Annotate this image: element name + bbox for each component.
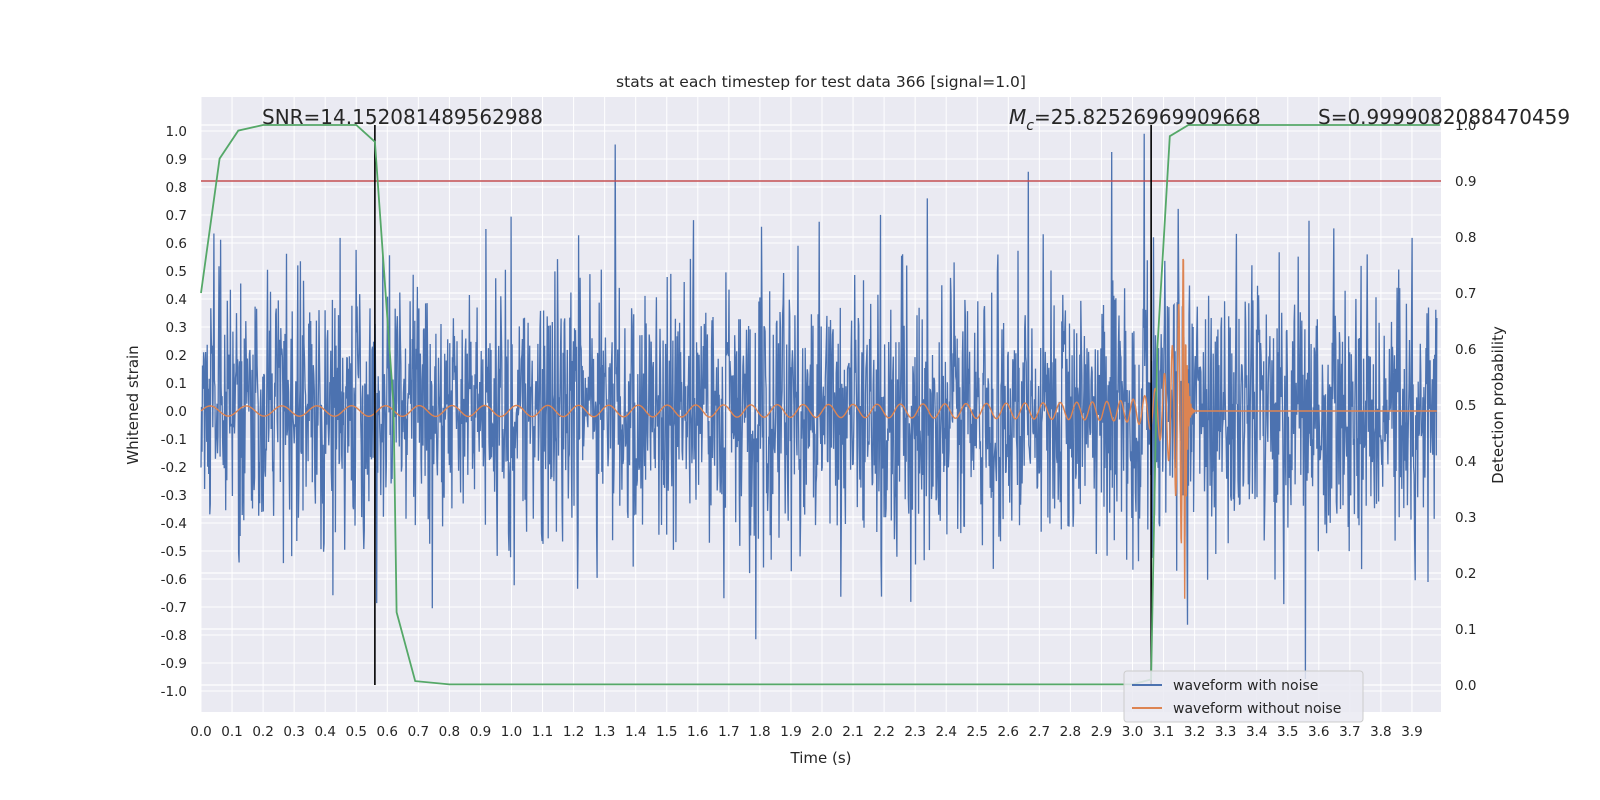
y2-tick-label: 0.1 (1455, 622, 1476, 638)
y2-tick-label: 0.9 (1455, 174, 1476, 190)
legend-box (1123, 670, 1364, 723)
legend: waveform with noise waveform without noi… (1123, 670, 1364, 723)
y-tick-label: 0.4 (166, 292, 187, 308)
y-tick-label: -0.4 (161, 516, 187, 532)
mc-symbol: M (1009, 105, 1026, 129)
plot-area (200, 124, 1441, 686)
y-tick-label: 0.2 (166, 348, 187, 364)
x-tick-label: 0.0 (190, 724, 211, 740)
x-tick-label: 2.2 (873, 724, 894, 740)
x-tick-label: 0.6 (377, 724, 398, 740)
x-tick-label: 3.6 (1308, 724, 1329, 740)
x-tick-label: 1.0 (501, 724, 522, 740)
x-tick-label: 1.5 (656, 724, 677, 740)
x-tick-label: 2.5 (967, 724, 988, 740)
x-tick-label: 0.5 (346, 724, 367, 740)
x-tick-label: 3.8 (1370, 724, 1391, 740)
y-tick-label: 0.7 (166, 208, 187, 224)
y2-axis-label: Detection probability (1489, 326, 1507, 484)
x-tick-label: 1.6 (687, 724, 708, 740)
y-axis-label: Whitened strain (124, 345, 142, 464)
x-axis-label: Time (s) (790, 749, 852, 767)
y-tick-label: 0.9 (166, 152, 187, 168)
x-tick-label: 3.0 (1122, 724, 1143, 740)
x-tick-label: 0.4 (314, 724, 335, 740)
y-tick-label: 0.6 (166, 236, 187, 252)
y-axis-ticks: 1.0 0.9 0.8 0.7 0.6 0.5 0.4 0.3 0.2 0.1 0.0 -0.1 -0.… (161, 124, 187, 700)
mc-annotation: Mc=25.82526969909668 (1009, 105, 1261, 134)
y-tick-label: -0.8 (161, 628, 187, 644)
y-tick-label: 0.0 (166, 404, 187, 420)
x-tick-label: 0.8 (439, 724, 460, 740)
x-tick-label: 0.7 (408, 724, 429, 740)
y2-tick-label: 0.7 (1455, 286, 1476, 302)
y-tick-label: 1.0 (166, 124, 187, 140)
x-tick-label: 3.2 (1184, 724, 1205, 740)
x-tick-label: 1.3 (594, 724, 615, 740)
y2-tick-label: 0.0 (1455, 678, 1476, 694)
x-tick-label: 0.9 (470, 724, 491, 740)
s-annotation: S=0.9999082088470459 (1318, 105, 1570, 129)
legend-label-noise: waveform with noise (1173, 678, 1318, 694)
y2-tick-label: 0.3 (1455, 510, 1476, 526)
x-tick-label: 1.1 (532, 724, 553, 740)
y-tick-label: -0.2 (161, 460, 187, 476)
mc-subscript: c (1026, 118, 1034, 134)
x-tick-label: 1.7 (718, 724, 739, 740)
y2-tick-label: 0.6 (1455, 342, 1476, 358)
x-tick-label: 1.8 (749, 724, 770, 740)
y-tick-label: -1.0 (161, 684, 187, 700)
x-tick-label: 2.1 (842, 724, 863, 740)
y-tick-label: -0.9 (161, 656, 187, 672)
series-waveform-without-noise (200, 258, 1437, 599)
x-tick-label: 2.0 (811, 724, 832, 740)
y2-tick-label: 0.4 (1455, 454, 1476, 470)
x-tick-label: 1.9 (780, 724, 801, 740)
y-tick-label: 0.5 (166, 264, 187, 280)
y-tick-label: -0.5 (161, 544, 187, 560)
x-tick-label: 2.9 (1091, 724, 1112, 740)
x-tick-label: 2.3 (904, 724, 925, 740)
x-tick-label: 2.6 (998, 724, 1019, 740)
y2-tick-label: 0.2 (1455, 566, 1476, 582)
x-tick-label: 2.7 (1029, 724, 1050, 740)
x-tick-label: 3.1 (1153, 724, 1174, 740)
chart-title: stats at each timestep for test data 366… (616, 73, 1026, 91)
x-tick-label: 3.4 (1246, 724, 1267, 740)
x-tick-label: 3.7 (1339, 724, 1360, 740)
snr-annotation: SNR=14.152081489562988 (262, 105, 543, 129)
y-tick-label: -0.1 (161, 432, 187, 448)
series-waveform-with-noise (200, 133, 1438, 680)
y2-tick-label: 1.0 (1455, 118, 1476, 134)
series-detection-probability (200, 124, 1440, 686)
y-tick-label: 0.3 (166, 320, 187, 336)
y2-tick-label: 0.5 (1455, 398, 1476, 414)
x-tick-label: 3.5 (1277, 724, 1298, 740)
y-tick-label: -0.7 (161, 600, 187, 616)
x-axis-ticks: 0.0 0.1 0.2 0.3 0.4 0.5 0.6 0.7 0.8 0.9 1.0 1.1 1.2 1… (190, 724, 1422, 740)
x-tick-label: 0.1 (221, 724, 242, 740)
y2-axis-ticks: 1.0 0.9 0.8 0.7 0.6 0.5 0.4 0.3 0.2 0.1 0.0 (1455, 118, 1476, 694)
y-tick-label: -0.3 (161, 488, 187, 504)
x-tick-label: 3.9 (1401, 724, 1422, 740)
x-tick-label: 2.8 (1060, 724, 1081, 740)
x-tick-label: 1.2 (563, 724, 584, 740)
x-tick-label: 0.2 (252, 724, 273, 740)
mc-value: =25.82526969909668 (1034, 105, 1261, 129)
x-tick-label: 3.3 (1215, 724, 1236, 740)
y2-tick-label: 0.8 (1455, 230, 1476, 246)
y-tick-label: 0.1 (166, 376, 187, 392)
x-tick-label: 2.4 (935, 724, 956, 740)
y-tick-label: -0.6 (161, 572, 187, 588)
x-tick-label: 0.3 (283, 724, 304, 740)
y-tick-label: 0.8 (166, 180, 187, 196)
x-tick-label: 1.4 (625, 724, 646, 740)
legend-label-clean: waveform without noise (1173, 701, 1341, 717)
